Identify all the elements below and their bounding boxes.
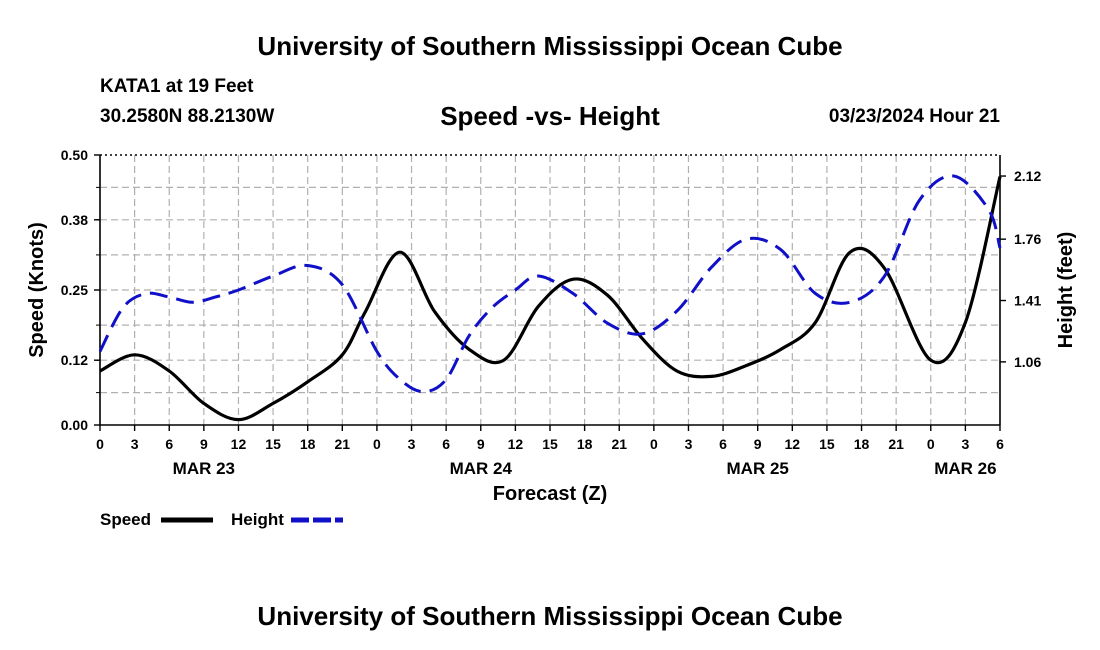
x-tick-label: 9 bbox=[200, 436, 208, 452]
x-tick-label: 15 bbox=[542, 436, 558, 452]
x-tick-label: 15 bbox=[265, 436, 281, 452]
x-tick-label: 12 bbox=[785, 436, 801, 452]
x-tick-label: 0 bbox=[650, 436, 658, 452]
grid-layer bbox=[100, 155, 1000, 425]
x-tick-label: 3 bbox=[685, 436, 693, 452]
series-line-speed bbox=[99, 176, 1002, 422]
x-tick-label: 18 bbox=[854, 436, 870, 452]
x-date-label: MAR 23 bbox=[173, 459, 235, 478]
y-left-tick-label: 0.00 bbox=[61, 417, 88, 433]
x-tick-label: 0 bbox=[927, 436, 935, 452]
x-tick-label: 12 bbox=[231, 436, 247, 452]
chart-subtitle: Speed -vs- Height bbox=[440, 101, 660, 131]
x-tick-label: 9 bbox=[754, 436, 762, 452]
station-coordinates: 30.2580N 88.2130W bbox=[100, 106, 275, 127]
x-date-label: MAR 25 bbox=[727, 459, 789, 478]
legend-label-height: Height bbox=[231, 510, 284, 529]
y-left-tick-label: 0.50 bbox=[61, 147, 88, 163]
legend-layer: Speed Height bbox=[100, 510, 343, 529]
x-tick-label: 6 bbox=[442, 436, 450, 452]
series-layer bbox=[98, 174, 1002, 422]
main-title: University of Southern Mississippi Ocean… bbox=[257, 31, 843, 61]
y-left-tick-label: 0.25 bbox=[61, 282, 88, 298]
x-tick-label: 18 bbox=[577, 436, 593, 452]
x-tick-label: 6 bbox=[996, 436, 1004, 452]
x-tick-label: 3 bbox=[961, 436, 969, 452]
x-tick-label: 21 bbox=[611, 436, 627, 452]
x-tick-label: 6 bbox=[165, 436, 173, 452]
x-date-label: MAR 26 bbox=[934, 459, 996, 478]
x-tick-label: 6 bbox=[719, 436, 727, 452]
y-right-axis-title: Height (feet) bbox=[1055, 232, 1077, 349]
x-axis-title: Forecast (Z) bbox=[493, 483, 607, 505]
y-right-tick-label: 1.76 bbox=[1014, 231, 1041, 247]
y-right-tick-label: 2.12 bbox=[1014, 168, 1041, 184]
x-tick-label: 0 bbox=[373, 436, 381, 452]
y-left-axis-title: Speed (Knots) bbox=[26, 222, 48, 358]
x-tick-label: 0 bbox=[96, 436, 104, 452]
x-tick-label: 21 bbox=[888, 436, 904, 452]
y-right-tick-label: 1.41 bbox=[1014, 293, 1041, 309]
footer-title: University of Southern Mississippi Ocean… bbox=[257, 601, 843, 631]
y-left-tick-label: 0.12 bbox=[61, 352, 88, 368]
x-tick-label: 3 bbox=[131, 436, 139, 452]
station-label: KATA1 at 19 Feet bbox=[100, 76, 254, 97]
axis-layer: 0.00 0.12 0.25 0.38 0.50 1.06 1.41 1.76 2.12 0 3 6 9… bbox=[26, 147, 1077, 505]
y-right-tick-label: 1.06 bbox=[1014, 354, 1041, 370]
x-tick-label: 18 bbox=[300, 436, 316, 452]
forecast-datetime: 03/23/2024 Hour 21 bbox=[828, 106, 1000, 127]
x-tick-label: 12 bbox=[508, 436, 524, 452]
legend-label-speed: Speed bbox=[100, 510, 151, 529]
y-left-tick-label: 0.38 bbox=[61, 212, 88, 228]
series-line-height bbox=[98, 174, 1002, 394]
x-tick-label: 15 bbox=[819, 436, 835, 452]
x-tick-label: 9 bbox=[477, 436, 485, 452]
x-date-label: MAR 24 bbox=[450, 459, 513, 478]
x-tick-label: 21 bbox=[335, 436, 351, 452]
x-tick-label: 3 bbox=[408, 436, 416, 452]
